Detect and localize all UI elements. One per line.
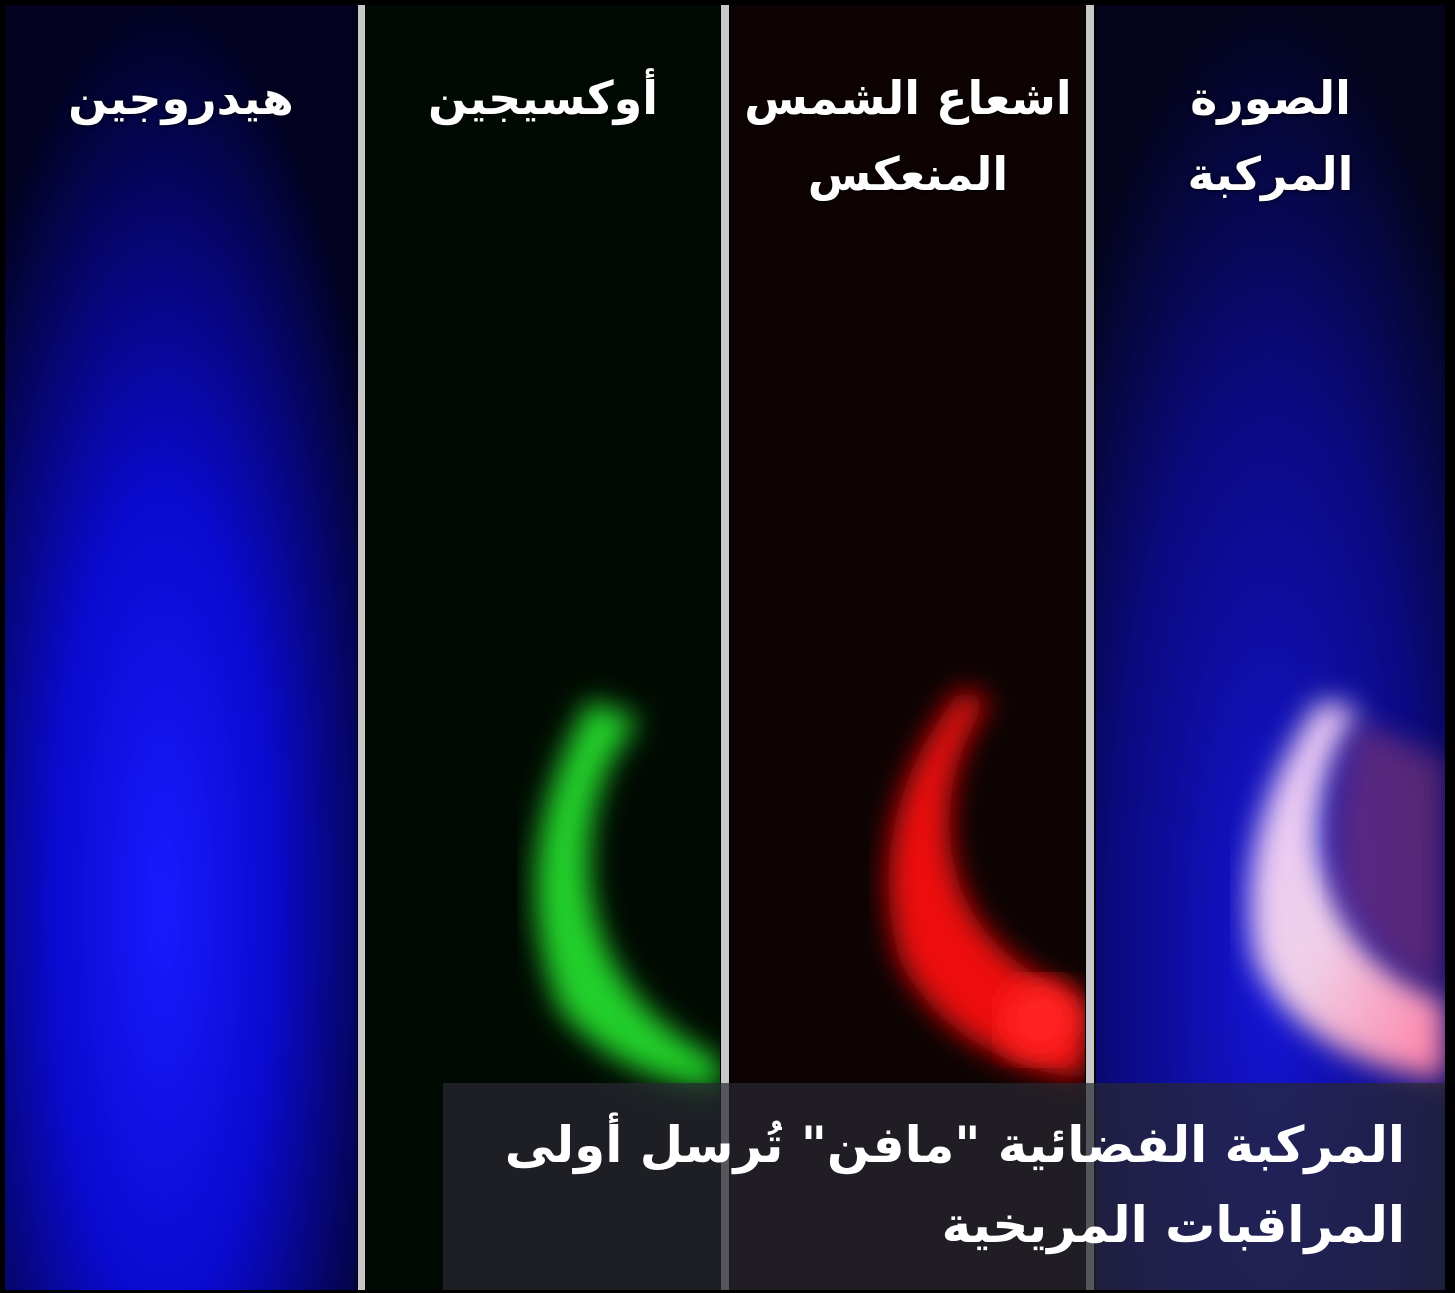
panel-label: الصورة المركبة	[1096, 60, 1445, 212]
caption-line: المراقبات المريخية	[941, 1196, 1405, 1254]
composite-panel	[1096, 5, 1445, 1290]
divider	[1086, 5, 1094, 1290]
caption-line: المركبة الفضائية "مافن" تُرسل أولى	[504, 1116, 1405, 1174]
label-line: الصورة	[1190, 71, 1351, 125]
label-line: المنعكس	[807, 147, 1009, 201]
label-line: أوكسيجين	[427, 71, 659, 125]
oxygen-panel	[366, 5, 720, 1290]
caption-box: المركبة الفضائية "مافن" تُرسل أولى المراق…	[443, 1083, 1445, 1290]
panel-label: اشعاع الشمس المنعكس	[731, 60, 1085, 212]
hydrogen-panel	[5, 5, 357, 1290]
label-line: اشعاع الشمس	[744, 71, 1072, 125]
panel-label: هيدروجين	[5, 60, 357, 136]
panel-label: أوكسيجين	[366, 60, 720, 136]
label-line: المركبة	[1187, 147, 1354, 201]
label-line: هيدروجين	[68, 71, 294, 125]
caption: المركبة الفضائية "مافن" تُرسل أولى المراق…	[505, 1105, 1405, 1265]
divider	[721, 5, 729, 1290]
reflected-sun-panel	[731, 5, 1085, 1290]
divider	[358, 5, 365, 1290]
